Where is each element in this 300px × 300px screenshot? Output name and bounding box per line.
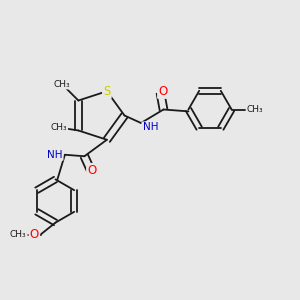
Text: O: O [158, 85, 167, 98]
Text: O: O [87, 164, 97, 177]
Text: S: S [103, 85, 111, 98]
Text: O: O [30, 228, 39, 241]
Text: CH₃: CH₃ [10, 230, 26, 239]
Text: CH₃: CH₃ [247, 105, 263, 114]
Text: NH: NH [142, 122, 158, 133]
Text: CH₃: CH₃ [54, 80, 70, 88]
Text: NH: NH [47, 150, 62, 160]
Text: CH₃: CH₃ [51, 123, 67, 132]
